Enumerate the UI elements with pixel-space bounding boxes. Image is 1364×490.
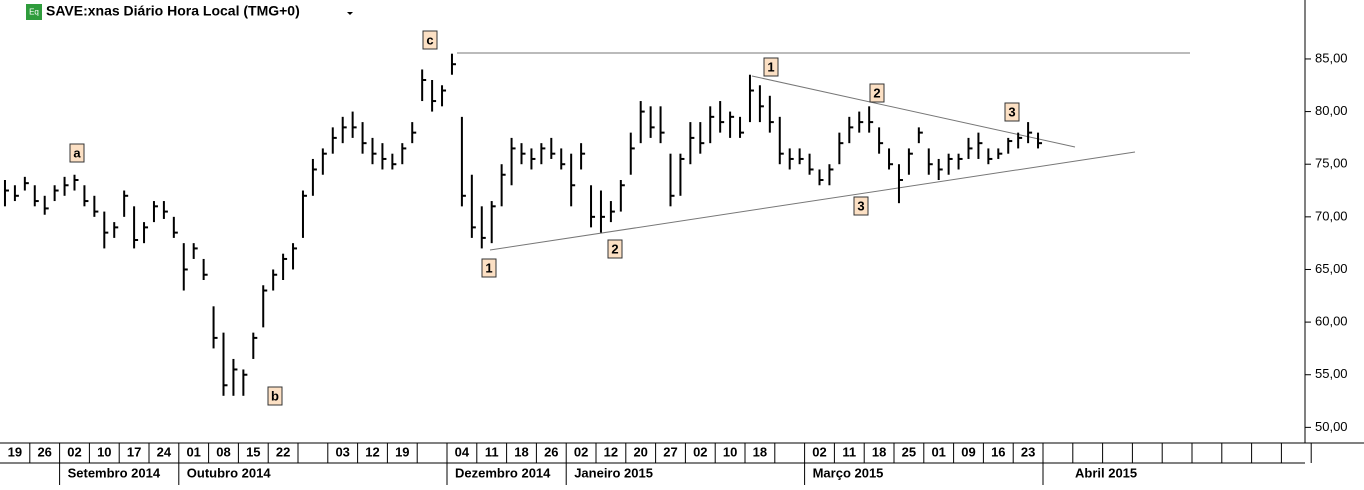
wave-label: 2 (611, 241, 618, 256)
x-tick-label: 23 (1021, 444, 1035, 459)
x-tick-label: 12 (604, 444, 618, 459)
wave-label: 1 (767, 59, 774, 74)
y-tick-label: 85,00 (1315, 50, 1348, 65)
month-label: Outubro 2014 (187, 465, 272, 480)
wave-label-box (853, 196, 869, 216)
month-label: Setembro 2014 (68, 465, 161, 480)
wave-label-box (1004, 102, 1020, 122)
x-tick-label: 02 (67, 444, 81, 459)
y-tick-label: 65,00 (1315, 261, 1348, 276)
icon: Eq (29, 8, 39, 17)
x-tick-label: 10 (723, 444, 737, 459)
wave-label: c (426, 32, 433, 47)
x-tick-label: 04 (455, 444, 470, 459)
wave-label: 3 (857, 198, 864, 213)
icon-box (26, 4, 42, 20)
x-tick-label: 19 (395, 444, 409, 459)
x-tick-label: 11 (485, 444, 499, 459)
chart-title: SAVE:xnas Diário Hora Local (TMG+0) (46, 3, 300, 19)
x-tick-label: 19 (8, 444, 22, 459)
x-tick-label: 02 (574, 444, 588, 459)
y-tick-label: 50,00 (1315, 419, 1348, 434)
wave-label: 2 (873, 85, 880, 100)
wave-label-box (869, 83, 885, 103)
wave-label-box (763, 57, 779, 77)
trendline (751, 75, 1076, 148)
x-tick-label: 26 (37, 444, 51, 459)
x-tick-label: 12 (365, 444, 379, 459)
wave-label-box (422, 30, 438, 50)
x-tick-label: 27 (663, 444, 677, 459)
y-tick-label: 75,00 (1315, 156, 1348, 171)
month-label: Abril 2015 (1075, 465, 1137, 480)
x-tick-label: 02 (812, 444, 826, 459)
y-tick-label: 60,00 (1315, 314, 1348, 329)
x-tick-label: 18 (753, 444, 767, 459)
x-tick-label: 18 (514, 444, 528, 459)
wave-label-box (481, 258, 497, 278)
month-label: Janeiro 2015 (574, 465, 653, 480)
wave-label: a (73, 145, 81, 160)
wave-label-box (69, 143, 85, 163)
x-tick-label: 03 (335, 444, 349, 459)
x-tick-label: 02 (693, 444, 707, 459)
x-tick-label: 26 (544, 444, 558, 459)
y-tick-label: 80,00 (1315, 103, 1348, 118)
x-tick-label: 09 (961, 444, 975, 459)
x-tick-label: 01 (931, 444, 945, 459)
x-tick-label: 18 (872, 444, 886, 459)
wave-label: 1 (485, 260, 492, 275)
wave-label: b (271, 388, 279, 403)
month-label: Dezembro 2014 (455, 465, 551, 480)
annotations: a b c 1 2 1 2 3 3 (69, 30, 1020, 406)
x-tick-label: 10 (97, 444, 111, 459)
x-tick-label: 01 (186, 444, 200, 459)
x-tick-label: 24 (157, 444, 172, 459)
wave-label: 3 (1008, 104, 1015, 119)
x-tick-label: 16 (991, 444, 1005, 459)
x-tick-label: 15 (246, 444, 260, 459)
x-tick-label: 08 (216, 444, 230, 459)
dropdown-arrow[interactable] (347, 12, 353, 15)
x-tick-label: 22 (276, 444, 290, 459)
month-label: Março 2015 (813, 465, 884, 480)
y-tick-label: 70,00 (1315, 208, 1348, 223)
x-tick-label: 20 (633, 444, 647, 459)
trendline (489, 151, 1136, 251)
x-tick-label: 25 (902, 444, 916, 459)
wave-label-box (267, 386, 283, 406)
x-tick-label: 11 (842, 444, 856, 459)
wave-label-box (607, 239, 623, 259)
x-tick-label: 17 (127, 444, 141, 459)
y-tick-label: 55,00 (1315, 366, 1348, 381)
